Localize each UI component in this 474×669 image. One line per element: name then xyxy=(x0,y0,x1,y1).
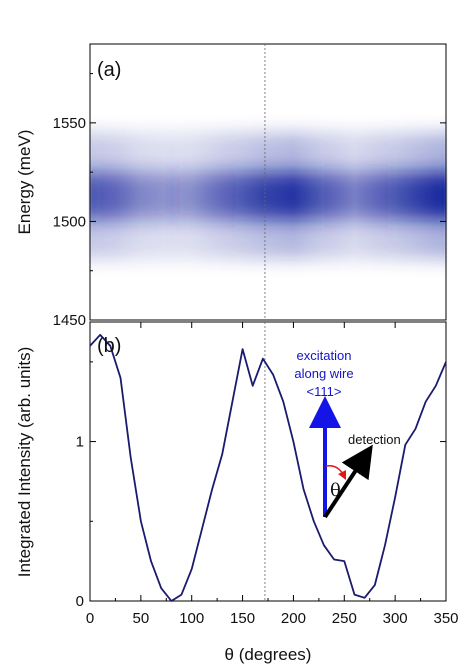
detection-arrow xyxy=(323,444,373,519)
panel-b-xtick-label: 150 xyxy=(230,610,255,627)
excitation-text-line2: along wire xyxy=(294,366,353,381)
theta-symbol: θ xyxy=(330,480,341,501)
excitation-text-line3: <111> xyxy=(307,384,342,399)
panel-b-ticks: 0 50 100 150 200 250 300 350 0 1 xyxy=(76,322,459,627)
band-core xyxy=(90,172,446,220)
intensity-series xyxy=(89,333,447,602)
panel-a-ylabel: Energy (meV) xyxy=(15,130,34,235)
panel-a-heatmap: 1450 1500 1550 (a) Energy (meV) xyxy=(15,43,447,329)
panel-b-xlabel: θ (degrees) xyxy=(225,645,312,664)
panel-a-ytick-label: 1500 xyxy=(53,213,86,230)
intensity-band xyxy=(90,132,446,259)
panel-b-ylabel: Integrated Intensity (arb. units) xyxy=(15,347,34,578)
panel-b-xtick-label: 200 xyxy=(281,610,306,627)
panel-b-xtick-label: 0 xyxy=(86,610,94,627)
panel-b-xtick-label: 350 xyxy=(433,610,458,627)
panel-b-ytick-label: 0 xyxy=(76,593,84,610)
geometry-inset: excitation along wire <111> detection θ xyxy=(294,348,401,519)
excitation-text-line1: excitation xyxy=(297,348,352,363)
panel-b-label: (b) xyxy=(97,335,121,357)
detection-text: detection xyxy=(348,432,401,447)
panel-a-ytick-label: 1550 xyxy=(53,115,86,132)
panel-b-line-chart: 0 50 100 150 200 250 300 350 0 1 (b) Integrated I… xyxy=(15,321,459,664)
panel-a-ticks: 1450 1500 1550 xyxy=(53,73,446,329)
panel-a-frame xyxy=(89,43,447,321)
panel-b-ytick-label: 1 xyxy=(76,434,84,451)
panel-b-frame xyxy=(89,321,447,602)
panel-b-xtick-label: 300 xyxy=(383,610,408,627)
panel-a-label: (a) xyxy=(97,59,121,81)
panel-b-xtick-label: 50 xyxy=(133,610,150,627)
panel-b-xtick-label: 250 xyxy=(332,610,357,627)
panel-b-xtick-label: 100 xyxy=(179,610,204,627)
theta-angle-arc xyxy=(325,464,347,481)
panel-a-ytick-label: 1450 xyxy=(53,312,86,329)
intensity-series-line xyxy=(89,333,447,602)
